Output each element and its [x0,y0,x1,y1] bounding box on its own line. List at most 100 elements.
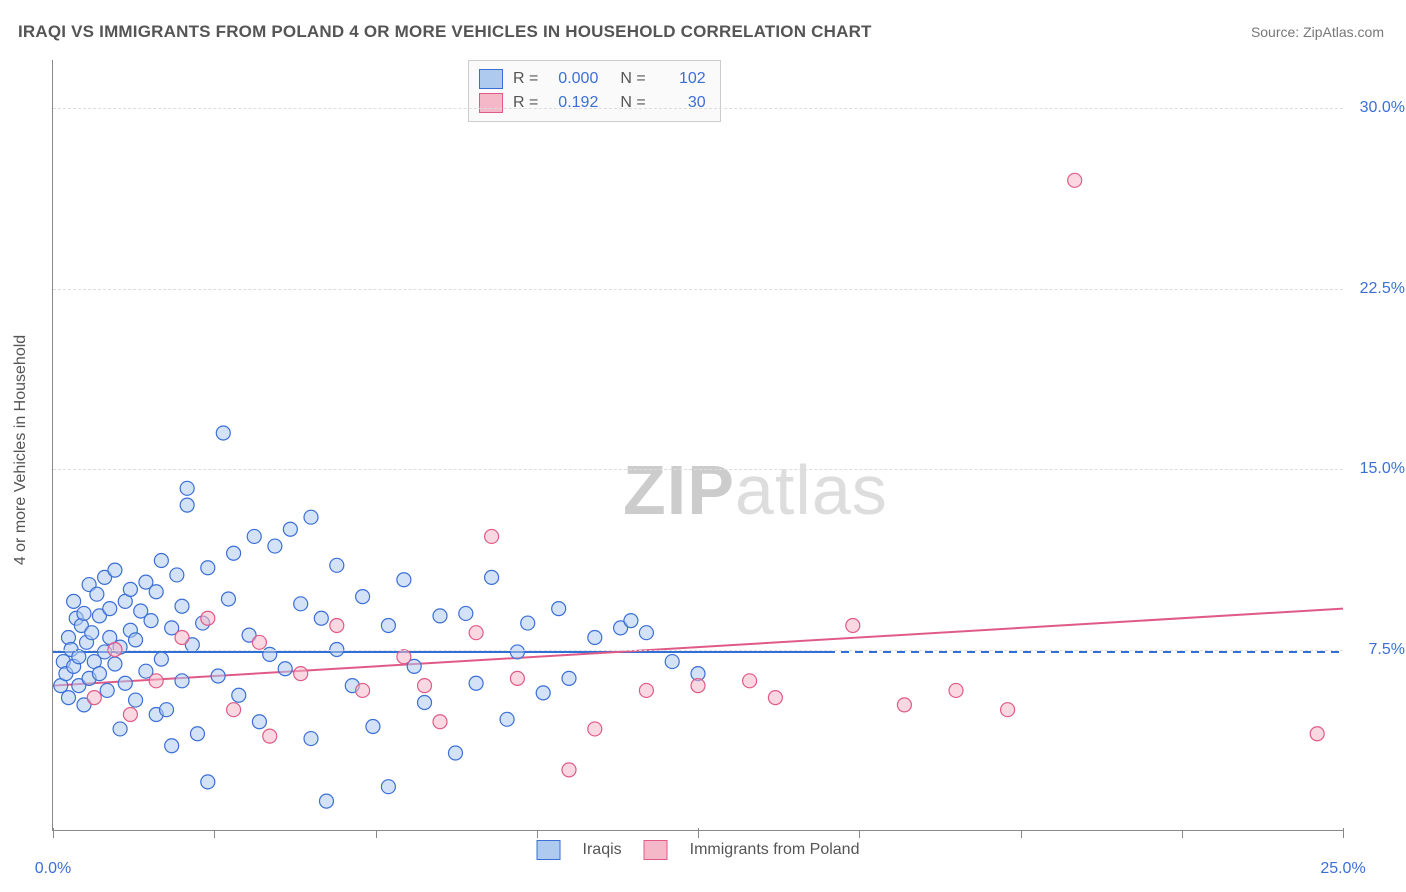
data-point [144,614,158,628]
data-point [433,715,447,729]
data-point [87,691,101,705]
data-point [227,546,241,560]
data-point [77,606,91,620]
data-point [129,693,143,707]
x-tick-label: 25.0% [1320,860,1365,878]
data-point [314,611,328,625]
data-point [588,722,602,736]
data-point [211,669,225,683]
data-point [221,592,235,606]
data-point [100,683,114,697]
data-point [252,715,266,729]
data-point [175,674,189,688]
data-point [123,708,137,722]
y-tick-label: 30.0% [1360,99,1405,117]
y-tick-label: 22.5% [1360,280,1405,298]
data-point [165,739,179,753]
data-point [216,426,230,440]
data-point [190,727,204,741]
data-point [252,635,266,649]
data-point [180,498,194,512]
data-point [201,611,215,625]
data-point [319,794,333,808]
x-minor-tick [1021,830,1022,838]
data-point [846,618,860,632]
data-point [170,568,184,582]
data-point [510,671,524,685]
data-point [294,667,308,681]
data-point [469,676,483,690]
data-point [330,558,344,572]
legend-swatch [644,840,668,860]
data-point [1068,173,1082,187]
plot-area: ZIPatlas R =0.000N =102R =0.192N =30 Ira… [52,60,1343,831]
data-point [227,703,241,717]
y-tick-label: 7.5% [1369,641,1405,659]
data-point [562,671,576,685]
data-point [160,703,174,717]
data-point [500,712,514,726]
data-point [521,616,535,630]
x-minor-tick [1182,830,1183,838]
data-point [588,631,602,645]
data-point [639,626,653,640]
data-point [366,720,380,734]
data-point [448,746,462,760]
data-point [118,676,132,690]
data-point [149,585,163,599]
gridline [53,650,1343,651]
y-tick-label: 15.0% [1360,460,1405,478]
x-tick [698,828,699,838]
data-point [108,657,122,671]
data-point [123,582,137,596]
data-point [536,686,550,700]
data-point [330,618,344,632]
data-point [356,590,370,604]
data-point [552,602,566,616]
x-minor-tick [214,830,215,838]
data-point [459,606,473,620]
data-point [175,599,189,613]
x-tick [1343,828,1344,838]
data-point [304,510,318,524]
source-label: Source: ZipAtlas.com [1251,24,1384,40]
data-point [356,683,370,697]
data-point [232,688,246,702]
data-point [294,597,308,611]
data-point [175,631,189,645]
data-point [85,626,99,640]
gridline [53,469,1343,470]
data-point [397,573,411,587]
data-point [510,645,524,659]
data-point [108,563,122,577]
data-point [949,683,963,697]
data-point [397,650,411,664]
data-point [562,763,576,777]
legend-label: Immigrants from Poland [690,841,860,859]
x-tick-label: 0.0% [35,860,71,878]
data-point [624,614,638,628]
data-point [263,729,277,743]
data-point [72,650,86,664]
chart-title: IRAQI VS IMMIGRANTS FROM POLAND 4 OR MOR… [18,22,872,42]
x-minor-tick [376,830,377,838]
data-point [743,674,757,688]
data-point [180,481,194,495]
data-point [201,561,215,575]
data-point [469,626,483,640]
data-point [149,674,163,688]
data-point [67,594,81,608]
data-point [268,539,282,553]
data-point [201,775,215,789]
data-point [113,722,127,736]
gridline [53,289,1343,290]
data-point [1001,703,1015,717]
data-point [897,698,911,712]
data-point [61,691,75,705]
data-point [433,609,447,623]
legend-swatch [537,840,561,860]
data-point [154,554,168,568]
data-point [418,695,432,709]
data-point [485,570,499,584]
x-minor-tick [859,830,860,838]
